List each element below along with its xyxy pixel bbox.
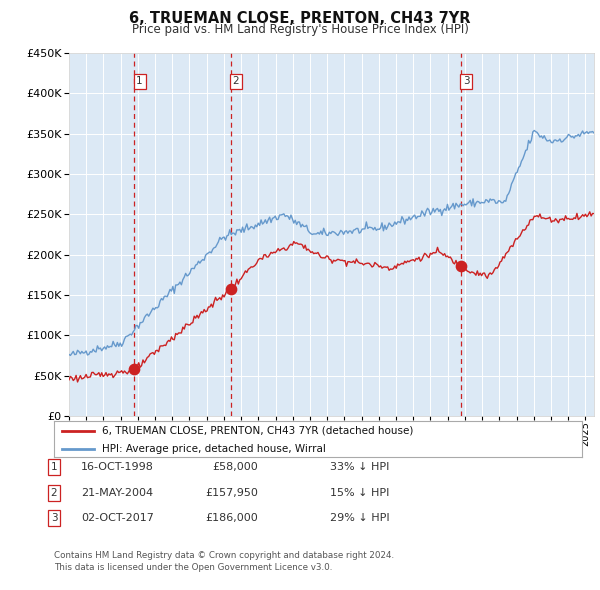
Text: 2: 2 xyxy=(233,76,239,86)
Text: 6, TRUEMAN CLOSE, PRENTON, CH43 7YR (detached house): 6, TRUEMAN CLOSE, PRENTON, CH43 7YR (det… xyxy=(101,425,413,435)
Text: 15% ↓ HPI: 15% ↓ HPI xyxy=(330,488,389,497)
Text: £58,000: £58,000 xyxy=(212,463,258,472)
Text: 02-OCT-2017: 02-OCT-2017 xyxy=(81,513,154,523)
Text: £186,000: £186,000 xyxy=(205,513,258,523)
Point xyxy=(226,284,235,293)
Point xyxy=(130,365,139,374)
Text: This data is licensed under the Open Government Licence v3.0.: This data is licensed under the Open Gov… xyxy=(54,563,332,572)
Text: 16-OCT-1998: 16-OCT-1998 xyxy=(81,463,154,472)
Text: 1: 1 xyxy=(50,463,58,472)
Text: 1: 1 xyxy=(136,76,143,86)
Text: 3: 3 xyxy=(463,76,469,86)
Text: 2: 2 xyxy=(50,488,58,497)
Text: 3: 3 xyxy=(50,513,58,523)
Text: Contains HM Land Registry data © Crown copyright and database right 2024.: Contains HM Land Registry data © Crown c… xyxy=(54,551,394,560)
Text: 6, TRUEMAN CLOSE, PRENTON, CH43 7YR: 6, TRUEMAN CLOSE, PRENTON, CH43 7YR xyxy=(129,11,471,25)
Point xyxy=(456,261,466,271)
Text: 21-MAY-2004: 21-MAY-2004 xyxy=(81,488,153,497)
Text: 33% ↓ HPI: 33% ↓ HPI xyxy=(330,463,389,472)
Text: £157,950: £157,950 xyxy=(205,488,258,497)
Text: Price paid vs. HM Land Registry's House Price Index (HPI): Price paid vs. HM Land Registry's House … xyxy=(131,23,469,36)
Text: 29% ↓ HPI: 29% ↓ HPI xyxy=(330,513,389,523)
Text: HPI: Average price, detached house, Wirral: HPI: Average price, detached house, Wirr… xyxy=(101,444,325,454)
